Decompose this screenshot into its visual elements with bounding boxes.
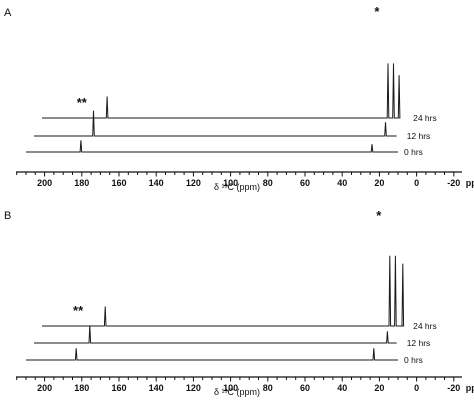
tick-label: 120 — [186, 178, 201, 188]
spectrum-trace — [34, 325, 397, 344]
tick-label: 120 — [186, 383, 201, 393]
double-asterisk-marker: ** — [73, 303, 84, 318]
tick-label: 80 — [263, 383, 273, 393]
tick-label: 100 — [223, 178, 238, 188]
trace-label: 24 hrs — [413, 113, 437, 123]
trace-label: 0 hrs — [404, 147, 423, 157]
tick-label: 180 — [74, 383, 89, 393]
tick-label: 60 — [300, 178, 310, 188]
tick-label: 160 — [111, 383, 126, 393]
tick-label: 0 — [414, 383, 419, 393]
asterisk-marker: * — [374, 4, 380, 19]
double-asterisk-marker: ** — [77, 95, 88, 110]
spectrum-trace — [42, 255, 405, 327]
trace-label: 0 hrs — [404, 355, 423, 365]
spectrum-trace — [34, 110, 397, 137]
tick-label: 100 — [223, 383, 238, 393]
tick-label: 200 — [37, 178, 52, 188]
tick-unit-label: ppm — [466, 178, 474, 188]
tick-label: 60 — [300, 383, 310, 393]
tick-label: 180 — [74, 178, 89, 188]
tick-label: -20 — [447, 178, 460, 188]
spectrum-trace — [26, 140, 398, 153]
spectrum-trace — [42, 63, 401, 119]
tick-label: 200 — [37, 383, 52, 393]
asterisk-marker: * — [376, 208, 382, 223]
tick-label: 20 — [374, 178, 384, 188]
trace-label: 12 hrs — [407, 338, 431, 348]
trace-label: 24 hrs — [413, 321, 437, 331]
tick-label: 140 — [149, 178, 164, 188]
x-axis-title: δ ¹³C (ppm) — [214, 182, 260, 192]
tick-label: 140 — [149, 383, 164, 393]
x-axis-title: δ ¹³C (ppm) — [214, 387, 260, 397]
tick-label: 160 — [111, 178, 126, 188]
panel-a-label: A — [4, 7, 12, 19]
tick-label: -20 — [447, 383, 460, 393]
tick-label: 20 — [374, 383, 384, 393]
tick-label: 40 — [337, 178, 347, 188]
spectrum-trace — [26, 348, 398, 361]
tick-unit-label: ppm — [466, 383, 474, 393]
tick-label: 0 — [414, 178, 419, 188]
trace-label: 12 hrs — [407, 131, 431, 141]
panel-b-label: B — [4, 210, 11, 222]
tick-label: 80 — [263, 178, 273, 188]
tick-label: 40 — [337, 383, 347, 393]
